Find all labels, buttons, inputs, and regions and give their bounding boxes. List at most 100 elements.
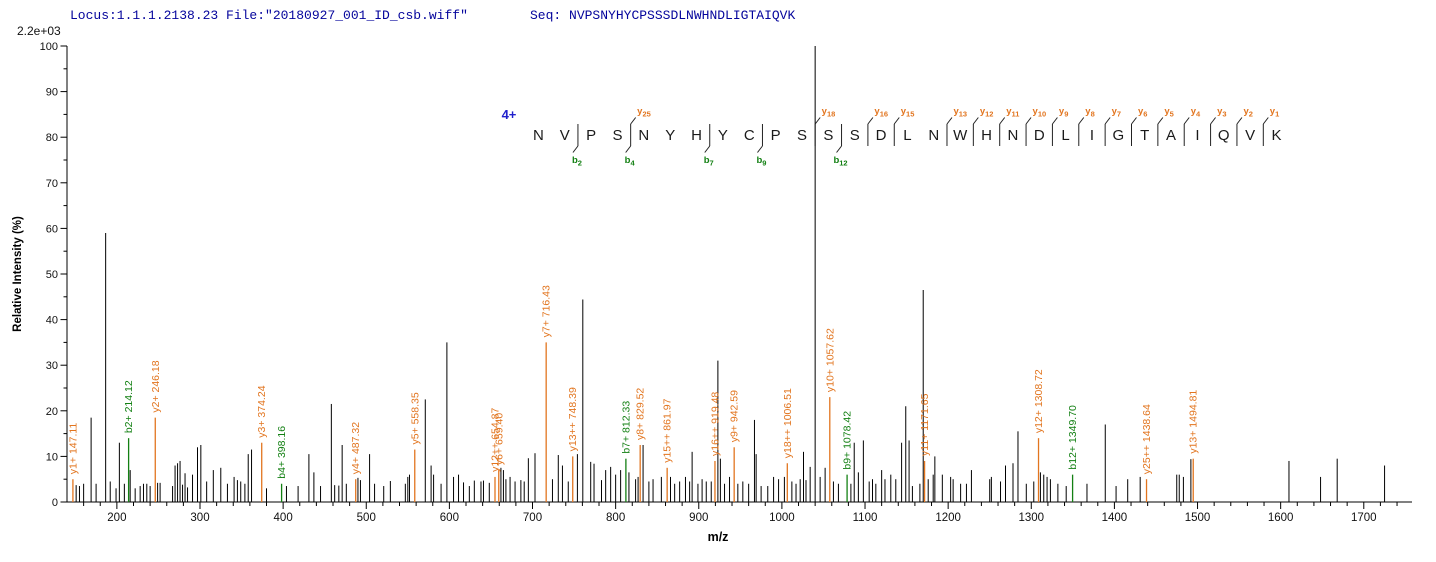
- y-tick-label: 90: [46, 87, 58, 99]
- y-tick-label: 0: [52, 497, 58, 509]
- y-ion-marker: [1157, 117, 1164, 125]
- y-tick-label: 30: [46, 360, 58, 372]
- y-ion-label: y9: [1059, 106, 1068, 119]
- peak-label: b2+ 214.12: [123, 380, 135, 433]
- y-ion-label: y7: [1112, 106, 1121, 119]
- y-ion-label: y12: [980, 106, 994, 119]
- residue: T: [1140, 127, 1149, 144]
- y-ion-label: y6: [1138, 106, 1147, 119]
- y-ion-label: y2: [1243, 106, 1252, 119]
- b-ion-marker: [704, 145, 711, 153]
- x-tick-label: 1100: [853, 512, 878, 524]
- residue: H: [691, 127, 702, 144]
- peak-label: b7+ 812.33: [620, 401, 632, 454]
- residue: S: [797, 127, 807, 144]
- x-tick-label: 900: [689, 512, 708, 524]
- residue: A: [1166, 127, 1176, 144]
- y-ion-label: y10: [1033, 106, 1047, 119]
- seq-value: NVPSNYHYCPSSSDLNWHNDLIGTAIQVK: [569, 8, 796, 23]
- y-ion-marker: [893, 117, 900, 125]
- y-ion-label: y1: [1270, 106, 1279, 119]
- x-tick-label: 1300: [1018, 512, 1044, 524]
- peak-label: b12+ 1349.70: [1067, 405, 1079, 470]
- y-ion-marker: [1236, 117, 1243, 125]
- x-tick-label: 500: [357, 512, 376, 524]
- y-tick-label: 100: [40, 41, 58, 53]
- locus-file-label: Locus:1.1.1.2138.23 File:"20180927_001_I…: [70, 8, 468, 23]
- residue: P: [586, 127, 596, 144]
- peak-label: y8+ 829.52: [635, 388, 647, 440]
- y-ion-label: y16: [874, 106, 888, 119]
- max-intensity-label: 2.2e+03: [17, 24, 61, 38]
- b-ion-marker: [572, 145, 579, 153]
- x-tick-label: 1700: [1351, 512, 1377, 524]
- x-tick-label: 1600: [1268, 512, 1294, 524]
- b-ion-marker: [836, 145, 842, 153]
- x-tick-label: 1200: [935, 512, 961, 524]
- residue: V: [1245, 127, 1255, 144]
- peak-label: y10+ 1057.62: [824, 328, 836, 392]
- peak-label: y4+ 487.32: [350, 422, 362, 474]
- y-tick-label: 60: [46, 223, 58, 235]
- peak-label: y3+ 374.24: [256, 385, 268, 437]
- b-ion-label: b2: [572, 155, 582, 168]
- residue: N: [928, 127, 939, 144]
- y-ion-label: y13: [953, 106, 967, 119]
- y-ion-marker: [630, 117, 637, 125]
- y-ion-marker: [1052, 117, 1058, 125]
- x-tick-label: 200: [107, 512, 126, 524]
- residue: N: [1007, 127, 1018, 144]
- x-tick-label: 400: [274, 512, 293, 524]
- peak-label: y13+ 1494.81: [1188, 390, 1200, 454]
- peak-label: y9+ 942.59: [729, 390, 741, 442]
- sequence-header: Seq: NVPSNYHYCPSSSDLNWHNDLIGTAIQVK: [530, 8, 795, 23]
- residue: C: [744, 127, 755, 144]
- x-tick-label: 1500: [1185, 512, 1211, 524]
- peak-label: y5+ 558.35: [409, 392, 421, 444]
- residue: W: [953, 127, 968, 144]
- b-ion-marker: [625, 145, 632, 153]
- precursor-charge-label: 4+: [502, 107, 517, 122]
- peak-label: y15++ 861.97: [662, 398, 674, 462]
- residue: S: [823, 127, 833, 144]
- peak-label: y16++ 919.48: [709, 392, 721, 456]
- b-ion-label: b12: [833, 155, 847, 168]
- y-ion-marker: [814, 117, 821, 125]
- b-ion-marker: [757, 145, 763, 153]
- y-ion-marker: [1131, 117, 1137, 125]
- y-tick-label: 20: [46, 406, 58, 418]
- residue: V: [560, 127, 570, 144]
- residue: D: [876, 127, 887, 144]
- peak-label: y1+ 147.11: [67, 423, 79, 475]
- residue: K: [1271, 127, 1281, 144]
- y-ion-marker: [1262, 117, 1269, 125]
- residue: H: [981, 127, 992, 144]
- y-ion-label: y8: [1085, 106, 1094, 119]
- x-tick-label: 300: [190, 512, 209, 524]
- y-ion-label: y15: [901, 106, 915, 119]
- peak-label: b9+ 1078.42: [842, 411, 854, 470]
- residue: N: [638, 127, 649, 144]
- y-ion-label: y18: [822, 106, 836, 119]
- residue: I: [1195, 127, 1199, 144]
- x-tick-label: 800: [606, 512, 625, 524]
- residue: Y: [665, 127, 675, 144]
- peak-label: y11+ 1171.65: [919, 393, 931, 456]
- peak-label: y18++ 1006.51: [782, 388, 794, 458]
- x-tick-label: 600: [440, 512, 459, 524]
- peak-label: y12++ 654.87: [489, 408, 501, 472]
- peak-label: b4+ 398.16: [276, 426, 288, 479]
- y-ion-marker: [1078, 117, 1085, 125]
- y-ion-marker: [867, 117, 874, 125]
- b-ion-label: b7: [704, 155, 714, 168]
- y-tick-label: 50: [46, 269, 58, 281]
- y-tick-label: 40: [46, 315, 58, 327]
- y-tick-label: 80: [46, 132, 58, 144]
- residue: Y: [718, 127, 728, 144]
- residue: Q: [1218, 127, 1230, 144]
- y-ion-marker: [946, 117, 953, 125]
- x-axis-title: m/z: [708, 530, 729, 544]
- peak-label: y25++ 1438.64: [1141, 404, 1153, 474]
